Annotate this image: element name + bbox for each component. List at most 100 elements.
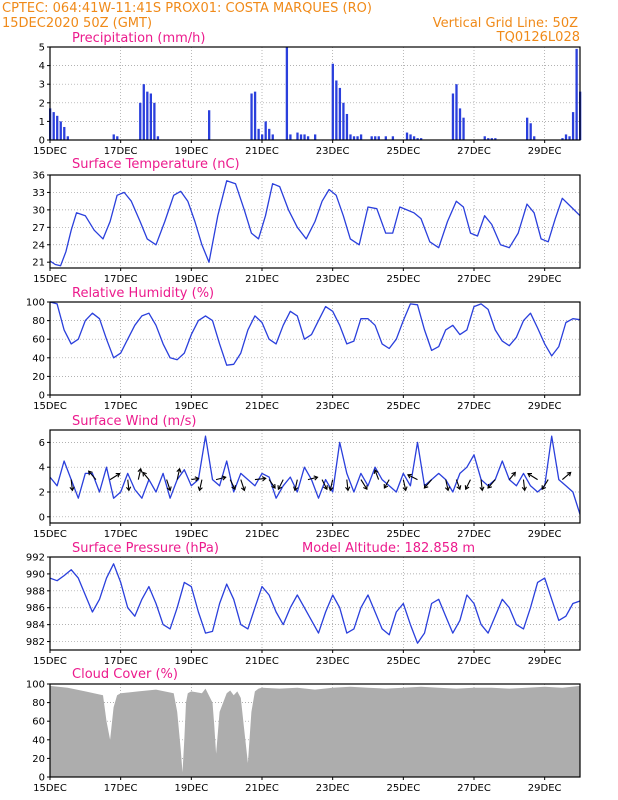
wind-arrow — [321, 479, 328, 491]
temp-x-tick-label: 25DEC — [386, 274, 420, 285]
cloud-y-tick-label: 0 — [39, 773, 45, 784]
temp-y-tick-label: 33 — [32, 188, 45, 199]
wind-arrow — [345, 479, 351, 492]
precip-bar — [416, 138, 419, 140]
wind-series-line — [49, 435, 581, 515]
wind-arrow — [88, 470, 97, 480]
cloud-y-tick-label: 80 — [32, 698, 45, 709]
wind-x-tick-label: 21DEC — [245, 529, 279, 540]
temp-x-tick-label: 17DEC — [104, 274, 138, 285]
cloud-x-tick-label: 29DEC — [528, 783, 562, 794]
pressure-y-tick-label: 986 — [26, 603, 45, 614]
precip-bar — [139, 102, 142, 140]
precip-bar — [146, 91, 149, 140]
precip-bar — [338, 87, 342, 140]
pressure-frame — [49, 556, 581, 651]
precip-bar — [458, 108, 462, 140]
wind-arrow — [307, 475, 319, 481]
wind-arrow — [541, 479, 549, 491]
wind-arrow — [137, 467, 143, 480]
wind-arrow — [423, 479, 433, 489]
precip-bar — [494, 138, 497, 140]
precip-bar — [349, 134, 352, 140]
precip-bar — [112, 134, 115, 140]
rh-x-tick-label: 25DEC — [386, 401, 420, 412]
precip-bar — [299, 134, 303, 140]
rh-title: Relative Humidity (%) — [72, 286, 214, 301]
rh-y-tick-label: 20 — [32, 372, 45, 383]
precip-title: Precipitation (mm/h) — [72, 31, 205, 46]
wind-arrow — [444, 479, 451, 492]
wind-arrow — [215, 475, 227, 481]
rh-x-tick-label: 21DEC — [245, 401, 279, 412]
cloud-y-tick-label: 60 — [32, 717, 45, 728]
precip-bar — [529, 123, 532, 140]
wind-arrow — [521, 479, 527, 492]
temp-x-tick-label: 15DEC — [33, 274, 67, 285]
wind-arrow — [487, 479, 496, 489]
wind-arrow — [69, 479, 75, 492]
wind-x-tick-label: 19DEC — [174, 529, 208, 540]
precip-bar — [66, 136, 69, 140]
precip-bar — [156, 136, 160, 140]
precip-bar — [352, 136, 356, 140]
wind-title: Surface Wind (m/s) — [72, 414, 196, 429]
temp-x-tick-label: 21DEC — [245, 274, 279, 285]
precip-bar — [533, 136, 536, 140]
precip-bar — [455, 84, 458, 140]
header-grid-line: Vertical Grid Line: 50Z — [433, 16, 578, 31]
precip-bar — [63, 126, 66, 140]
pressure-x-tick-label: 19DEC — [174, 656, 208, 667]
precip-bar — [264, 121, 267, 140]
precip-bar — [412, 136, 416, 140]
precip-bar — [335, 80, 338, 140]
wind-arrow — [166, 479, 172, 492]
precip-bar — [356, 136, 359, 140]
precip-bar — [250, 93, 253, 140]
precip-y-tick-label: 1 — [39, 117, 45, 128]
header-line-1: CPTEC: 064:41W-11:41S PROX01: COSTA MARQ… — [2, 1, 372, 16]
pressure-y-tick-label: 984 — [26, 620, 45, 631]
wind-arrow — [229, 479, 236, 491]
precip-x-tick-label: 17DEC — [104, 146, 138, 157]
precip-bar — [490, 138, 493, 140]
temp-y-tick-label: 27 — [32, 223, 45, 234]
pressure-y-tick-label: 990 — [26, 569, 45, 580]
cloud-x-tick-label: 21DEC — [245, 783, 279, 794]
rh-x-tick-label: 29DEC — [528, 401, 562, 412]
precip-bar — [526, 117, 529, 140]
precip-bar — [370, 136, 373, 140]
rh-x-tick-label: 19DEC — [174, 401, 208, 412]
wind-y-tick-label: 4 — [39, 463, 45, 474]
cloud-area — [50, 685, 580, 777]
precip-bar — [568, 136, 571, 140]
rh-y-tick-label: 0 — [39, 391, 45, 402]
precip-bar — [571, 112, 575, 140]
temp-y-tick-label: 21 — [32, 258, 45, 269]
wind-panel: 0 2 4 6 15DEC 17DEC 19DEC 21DEC 23DEC 25DEC 27DEC 2… — [33, 429, 581, 540]
pressure-x-tick-label: 23DEC — [316, 656, 350, 667]
wind-arrow — [197, 479, 203, 492]
precip-bar — [342, 102, 345, 140]
precip-bar — [289, 134, 292, 140]
precip-y-tick-label: 4 — [39, 61, 45, 72]
rh-y-tick-label: 80 — [32, 316, 45, 327]
rh-panel: 0 20 40 60 80 100 15DEC 17DEC 19DEC 21DEC 23DEC 25D… — [26, 298, 581, 412]
pressure-y-tick-label: 988 — [26, 586, 45, 597]
pressure-title: Surface Pressure (hPa) — [72, 541, 219, 556]
precip-bar — [306, 136, 310, 140]
precip-x-tick-label: 15DEC — [33, 146, 67, 157]
wind-x-tick-label: 29DEC — [528, 529, 562, 540]
wind-arrow — [254, 476, 267, 482]
precip-bar — [420, 138, 423, 140]
wind-x-tick-label: 17DEC — [104, 529, 138, 540]
header-model-id: TQ0126L028 — [496, 30, 580, 45]
precip-bar — [59, 121, 62, 140]
precip-bar — [296, 132, 299, 140]
precip-x-tick-label: 19DEC — [174, 146, 208, 157]
precip-x-tick-label: 27DEC — [457, 146, 491, 157]
pressure-x-tick-label: 25DEC — [386, 656, 420, 667]
precip-x-tick-label: 23DEC — [316, 146, 350, 157]
temp-x-tick-label: 29DEC — [528, 274, 562, 285]
temp-y-tick-label: 36 — [32, 171, 45, 182]
